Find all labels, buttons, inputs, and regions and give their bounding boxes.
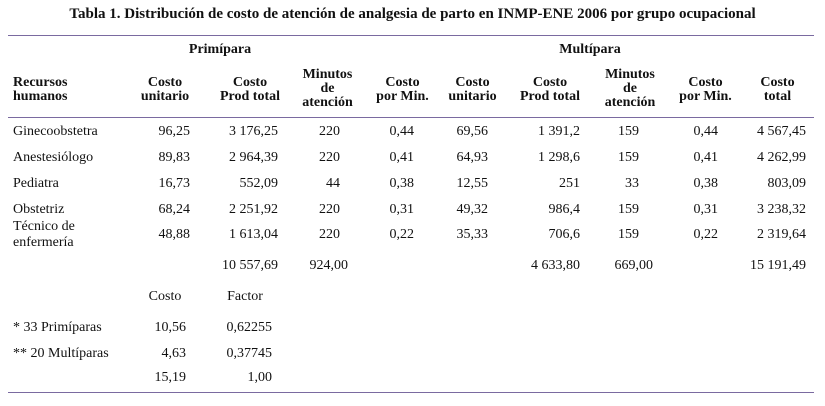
factor-row-label: * 33 Primíparas <box>13 320 102 335</box>
cell-m-cu: 35,33 <box>456 227 489 242</box>
factor-row-label: ** 20 Multíparas <box>13 346 109 361</box>
factor-row-factor: 1,00 <box>247 370 273 385</box>
cell-total: 3 238,32 <box>757 202 806 217</box>
top-rule <box>8 35 814 36</box>
row-label: Pediatra <box>13 176 59 191</box>
cell-m-min: 159 <box>618 150 639 165</box>
header-p-minutos: Minutos de atención <box>302 67 353 110</box>
cell-p-cp: 2 964,39 <box>229 150 278 165</box>
total-costo-total: 15 191,49 <box>750 258 806 273</box>
row-label: Ginecoobstetra <box>13 124 98 139</box>
cell-m-cm: 0,41 <box>693 150 719 165</box>
cell-m-min: 159 <box>618 124 639 139</box>
cell-m-cp: 1 391,2 <box>538 124 580 139</box>
cell-m-cu: 49,32 <box>456 202 489 217</box>
cell-p-cu: 68,24 <box>158 202 191 217</box>
cell-p-cm: 0,38 <box>389 176 415 191</box>
cell-p-cm: 0,41 <box>389 150 415 165</box>
header-m-costo-min: Costo por Min. <box>679 75 732 104</box>
cell-p-cu: 89,83 <box>158 150 191 165</box>
factor-row-factor: 0,37745 <box>226 346 273 361</box>
cell-m-cm: 0,31 <box>693 202 719 217</box>
header-m-costo-prod: Costo Prod total <box>519 75 580 104</box>
row-label: Anestesiólogo <box>13 150 94 165</box>
cell-total: 4 567,45 <box>757 124 806 139</box>
row-label: Técnico de enfermería <box>13 219 75 250</box>
factor-row-factor: 0,62255 <box>226 320 273 335</box>
cell-m-cm: 0,44 <box>693 124 719 139</box>
cell-p-min: 220 <box>319 227 340 242</box>
cell-p-min: 44 <box>326 176 340 191</box>
cell-p-cp: 552,09 <box>239 176 279 191</box>
factor-row-costo: 4,63 <box>161 346 187 361</box>
group-multipara: Multípara <box>559 42 621 57</box>
total-p-minutos: 924,00 <box>309 258 349 273</box>
cell-m-cp: 1 298,6 <box>538 150 580 165</box>
header-m-costo-unitario: Costo unitario <box>448 75 497 104</box>
header-rule <box>8 117 814 118</box>
row-label: Obstetriz <box>13 202 65 217</box>
cell-m-min: 33 <box>625 176 639 191</box>
header-p-costo-unitario: Costo unitario <box>140 75 190 104</box>
total-p-costo-prod: 10 557,69 <box>222 258 278 273</box>
cell-m-cu: 69,56 <box>456 124 489 139</box>
cell-p-min: 220 <box>319 150 340 165</box>
cell-m-cp: 251 <box>559 176 580 191</box>
cell-p-cp: 2 251,92 <box>229 202 278 217</box>
cell-p-cu: 48,88 <box>158 227 191 242</box>
header-p-costo-prod: Costo Prod total <box>219 75 280 104</box>
header-recursos: Recursos humanos <box>13 75 68 104</box>
cell-m-cm: 0,22 <box>693 227 719 242</box>
cell-total: 2 319,64 <box>757 227 806 242</box>
cell-total: 803,09 <box>767 176 807 191</box>
cell-p-cu: 96,25 <box>158 124 191 139</box>
cell-m-min: 159 <box>618 202 639 217</box>
cell-p-cm: 0,44 <box>389 124 415 139</box>
cell-m-cu: 12,55 <box>456 176 489 191</box>
cell-p-cu: 16,73 <box>158 176 191 191</box>
cell-p-min: 220 <box>319 202 340 217</box>
cell-p-cm: 0,31 <box>389 202 415 217</box>
factor-col-costo: Costo <box>148 289 182 304</box>
total-m-costo-prod: 4 633,80 <box>531 258 580 273</box>
cell-p-cp: 1 613,04 <box>229 227 278 242</box>
factor-row-costo: 10,56 <box>154 320 187 335</box>
cell-m-cp: 986,4 <box>548 202 581 217</box>
cell-m-cu: 64,93 <box>456 150 489 165</box>
factor-col-factor: Factor <box>227 289 263 304</box>
factor-row-costo: 15,19 <box>154 370 187 385</box>
header-m-minutos: Minutos de atención <box>604 67 656 110</box>
cell-p-min: 220 <box>319 124 340 139</box>
group-primipara: Primípara <box>188 42 252 57</box>
cell-p-cp: 3 176,25 <box>229 124 278 139</box>
cell-m-min: 159 <box>618 227 639 242</box>
bottom-rule <box>8 392 814 393</box>
table-title: Tabla 1. Distribución de costo de atenci… <box>69 6 756 22</box>
cell-p-cm: 0,22 <box>389 227 415 242</box>
header-p-costo-min: Costo por Min. <box>376 75 429 104</box>
header-costo-total: Costo total <box>760 75 795 104</box>
total-m-minutos: 669,00 <box>614 258 654 273</box>
cell-m-cm: 0,38 <box>693 176 719 191</box>
cell-total: 4 262,99 <box>757 150 806 165</box>
cell-m-cp: 706,6 <box>548 227 581 242</box>
